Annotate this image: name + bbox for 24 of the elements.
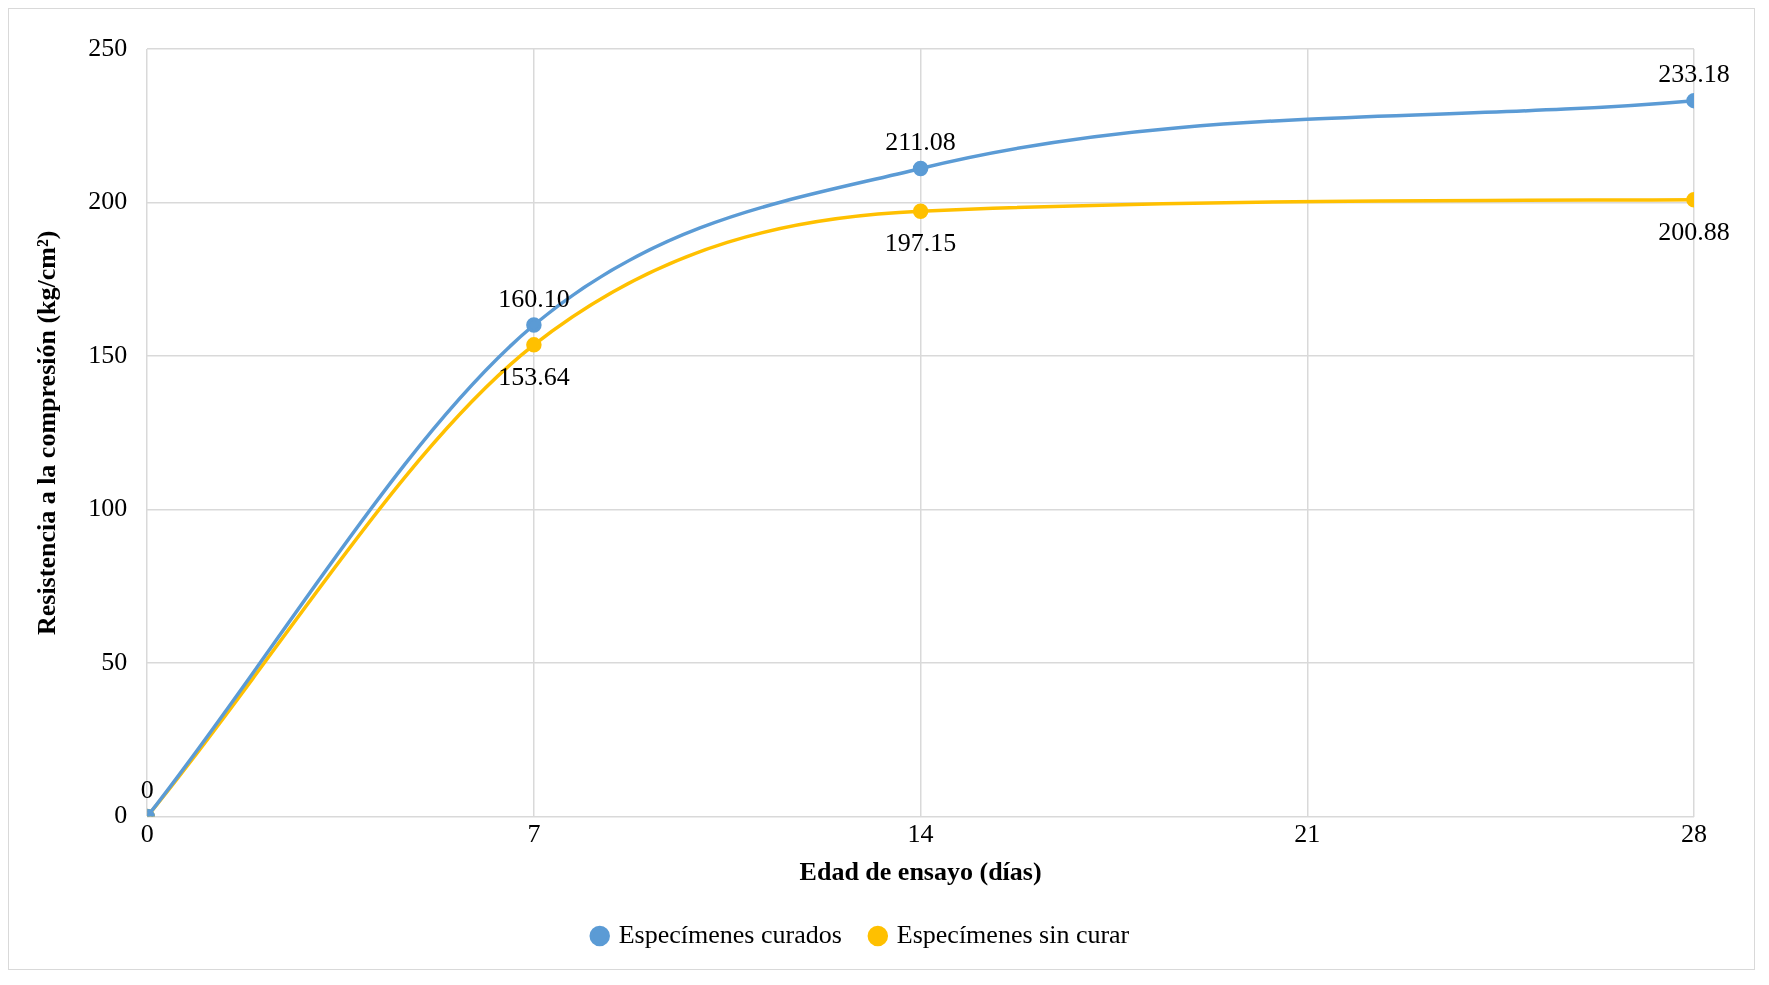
x-tick-label: 21 (1294, 819, 1321, 849)
data-label: 153.64 (498, 361, 570, 391)
y-tick-label: 0 (114, 800, 128, 830)
y-tick-label: 100 (88, 493, 128, 523)
legend-label: Especímenes curados (618, 919, 842, 949)
y-tick-label: 200 (88, 186, 128, 216)
data-label: 197.15 (884, 228, 957, 258)
data-label: 0 (140, 775, 154, 805)
point (912, 203, 929, 220)
x-tick-label: 0 (140, 819, 154, 849)
data-label: 211.08 (885, 127, 956, 157)
point (526, 337, 542, 353)
x-tick-label: 28 (1681, 819, 1707, 849)
data-label: 200.88 (1658, 216, 1730, 246)
data-label: 233.18 (1658, 59, 1730, 89)
legend-label: Especímenes sin curar (896, 919, 1130, 949)
x-tick-label: 14 (907, 819, 934, 849)
y-axis-title: Resistencia a la compresión (kg/cm²) (32, 230, 62, 636)
data-label: 160.10 (498, 283, 570, 313)
x-tick-label: 7 (527, 819, 541, 849)
y-tick-label: 250 (88, 32, 128, 62)
y-tick-label: 50 (101, 646, 128, 676)
x-axis-title: Edad de ensayo (días) (799, 857, 1042, 887)
y-tick-label: 150 (88, 339, 128, 369)
